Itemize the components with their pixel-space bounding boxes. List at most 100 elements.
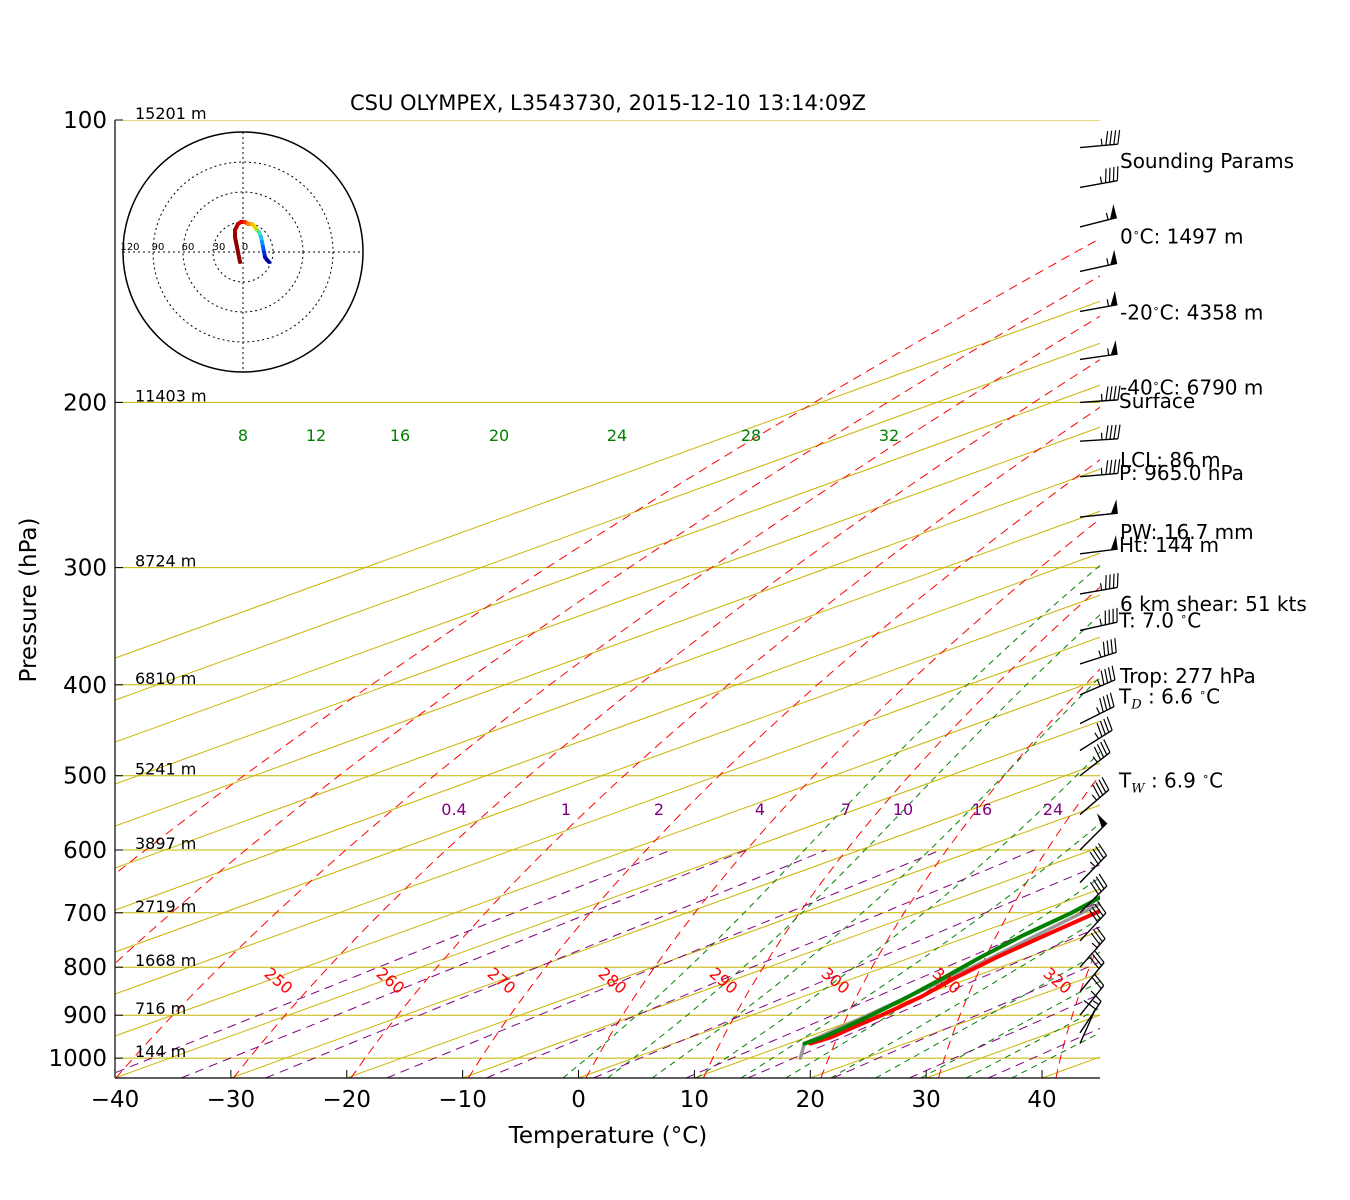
wind-barb <box>1079 424 1121 442</box>
mixing-ratio-line <box>988 1027 1100 1078</box>
isotherm-line <box>115 342 1100 701</box>
wind-barb <box>1079 573 1119 595</box>
height-label: 15201 m <box>135 104 207 123</box>
x-tick-label: 20 <box>796 1087 825 1113</box>
wind-barb <box>1079 873 1108 914</box>
y-tick-label: 1000 <box>48 1046 107 1072</box>
moist-adiabat <box>651 676 1100 1078</box>
isotherm-line <box>115 594 1100 953</box>
x-tick-label: 10 <box>680 1087 709 1113</box>
y-tick-label: 900 <box>63 1003 107 1029</box>
isotherm-line <box>115 636 1100 995</box>
isotherm-line <box>115 720 1100 1078</box>
mixing-ratio-label: 4 <box>755 800 765 819</box>
surface-dewpoint: TD : 6.6 ∘C <box>1119 684 1221 713</box>
mixing-ratio-label: 16 <box>972 800 992 819</box>
dry-adiabat-label: 270 <box>484 964 520 998</box>
hodograph: 120 90 60 30 0 <box>120 131 364 373</box>
trop-value: Trop: 277 hPa <box>1120 663 1256 688</box>
isotherm-line <box>115 300 1100 659</box>
height-label: 716 m <box>135 999 186 1018</box>
background-grid <box>115 120 1100 1078</box>
hodograph-segment <box>235 245 242 264</box>
pw-value: PW: 16.7 mm <box>1120 519 1254 544</box>
dry-adiabat <box>585 518 1100 1078</box>
minus20-level: -20∘C: 4358 m <box>1120 300 1264 325</box>
wind-barb <box>1079 813 1108 851</box>
mixing-ratio-line <box>265 849 827 1078</box>
wind-barb <box>1079 926 1106 968</box>
lcl-value: LCL: 86 m <box>1120 447 1221 472</box>
mixing-ratio-line <box>593 864 1100 1078</box>
y-tick-label: 400 <box>63 673 107 699</box>
x-tick-label: −40 <box>91 1087 140 1113</box>
x-tick-label: 30 <box>912 1087 941 1113</box>
isotherm-line <box>578 888 1100 1078</box>
x-tick-label: −30 <box>207 1087 256 1113</box>
mixing-ratio-line <box>386 849 941 1078</box>
height-label: 6810 m <box>135 669 196 688</box>
surface-temperature: T: 7.0 ∘C <box>1119 608 1202 633</box>
moist-adiabat-label: 24 <box>607 426 627 445</box>
height-label: 144 m <box>135 1042 186 1061</box>
surface-pressure: P: 965.0 hPa <box>1119 461 1244 485</box>
surface-heading: Surface <box>1119 389 1196 413</box>
hodograph-ring-label: 120 <box>120 242 139 253</box>
mixing-ratio-line <box>747 926 1100 1078</box>
wind-barb <box>1079 974 1105 1016</box>
dry-adiabat <box>467 459 1100 1078</box>
chart-title: CSU OLYMPEX, L3543730, 2015-12-10 13:14:… <box>350 91 866 115</box>
isotherm-line <box>230 762 1100 1078</box>
dry-adiabat-label: 280 <box>595 964 631 998</box>
wind-barb <box>1079 739 1111 777</box>
moist-adiabat-label: 8 <box>238 426 248 445</box>
wind-barb <box>1079 607 1118 632</box>
mixing-ratio-line <box>685 901 1100 1078</box>
hodograph-ring-label: 60 <box>182 242 195 253</box>
dry-adiabat-label: 290 <box>706 964 742 998</box>
dry-adiabat <box>350 406 1100 1078</box>
y-tick-label: 300 <box>63 556 107 582</box>
mixing-ratio-label: 24 <box>1043 800 1063 819</box>
wind-barb <box>1079 249 1118 273</box>
dry-adiabat-label: 250 <box>261 964 297 998</box>
isotherm-line <box>346 804 1100 1078</box>
isotherm-line <box>115 426 1100 785</box>
dry-adiabat-label: 260 <box>373 964 409 998</box>
wind-barb <box>1079 716 1113 752</box>
height-label: 11403 m <box>135 386 207 405</box>
wind-barb <box>1079 665 1116 696</box>
x-axis-label: Temperature (°C) <box>508 1123 708 1149</box>
x-tick-label: −10 <box>438 1087 487 1113</box>
dry-adiabat <box>115 315 1100 1078</box>
height-label: 1668 m <box>135 951 196 970</box>
isotherm-line <box>115 510 1100 869</box>
wind-barb <box>1079 385 1121 404</box>
x-tick-label: −20 <box>322 1087 371 1113</box>
moist-adiabat-label: 32 <box>879 426 899 445</box>
moist-adiabat-label: 28 <box>741 426 761 445</box>
wind-barb <box>1079 950 1105 993</box>
mixing-ratio-line <box>486 849 1035 1078</box>
sounding-params-panel: Sounding Params 0∘C: 1497 m -20∘C: 4358 … <box>1120 101 1307 712</box>
height-label: 5241 m <box>135 760 196 779</box>
wind-barbs <box>1079 129 1121 1044</box>
isotherm-line <box>115 468 1100 827</box>
wind-barb <box>1079 776 1110 816</box>
mixing-ratio-label: 7 <box>841 800 851 819</box>
mixing-ratio-line <box>180 849 747 1078</box>
isotherm-line <box>115 552 1100 911</box>
height-label: 8724 m <box>135 552 196 571</box>
dry-adiabat <box>115 237 1100 875</box>
wind-barb <box>1079 203 1117 228</box>
surface-wetbulb: TW : 6.9 ∘C <box>1119 768 1224 797</box>
y-tick-label: 500 <box>63 764 107 790</box>
surface-panel: Surface P: 965.0 hPa Ht: 144 m T: 7.0 ∘C… <box>1119 341 1244 826</box>
hodograph-segment <box>265 258 271 264</box>
moist-adiabat <box>562 564 1100 1078</box>
wind-barb <box>1079 459 1121 478</box>
hodograph-ring-label: 30 <box>213 242 226 253</box>
moist-adiabat <box>875 951 1100 1078</box>
